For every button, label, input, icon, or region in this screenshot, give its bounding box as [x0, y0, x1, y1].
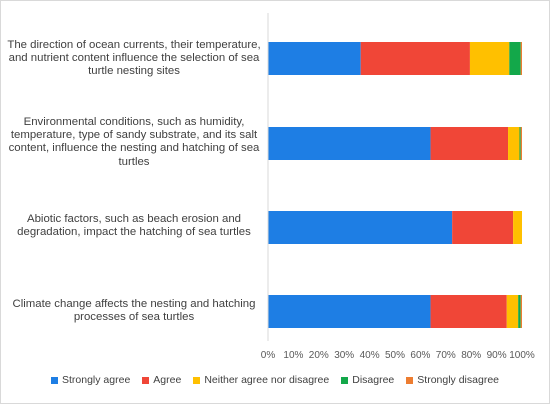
bar-segment-strongly-disagree-1: [520, 42, 522, 75]
category-label-3: Abiotic factors, such as beach erosion a…: [17, 213, 251, 239]
legend-label-neither: Neither agree nor disagree: [204, 374, 330, 386]
x-tick-label: 50%: [385, 350, 405, 361]
x-tick-label: 100%: [509, 350, 535, 361]
bar-segment-agree-2: [430, 127, 509, 160]
legend-swatch-agree: [142, 376, 150, 384]
x-tick-label: 60%: [410, 350, 430, 361]
legend-label-agree: Agree: [153, 374, 182, 386]
category-label-1: The direction of ocean currents, their t…: [7, 39, 261, 78]
legend-item-strongly-disagree: Strongly disagree: [406, 374, 499, 386]
bar-segment-strongly-agree-1: [268, 42, 361, 75]
bar-segment-strongly-agree-3: [268, 211, 453, 244]
legend-item-agree: Agree: [142, 374, 181, 386]
bar-segment-strongly-disagree-4: [520, 295, 522, 328]
category-label-2: Environmental conditions, such as humidi…: [8, 116, 260, 168]
x-tick-labels: 0% 10% 20% 30% 40% 50% 60% 70% 80% 90% 100%: [261, 350, 535, 361]
legend: Strongly agree Agree Neither agree nor d…: [1, 374, 549, 386]
x-tick-label: 20%: [309, 350, 329, 361]
bar-segment-strongly-disagree-2: [520, 127, 522, 160]
bar-segment-agree-1: [360, 42, 470, 75]
x-tick-label: 10%: [283, 350, 303, 361]
bar-segment-neither-agree-nor-disagree-3: [513, 211, 522, 244]
x-tick-label: 40%: [360, 350, 380, 361]
legend-label-strongly-agree: Strongly agree: [62, 374, 131, 386]
legend-item-neither: Neither agree nor disagree: [193, 374, 329, 386]
bar-segment-disagree-2: [519, 127, 521, 160]
legend-label-disagree: Disagree: [352, 374, 395, 386]
x-tick-label: 90%: [487, 350, 507, 361]
bar-segment-neither-agree-nor-disagree-2: [508, 127, 520, 160]
bars-group: [268, 42, 522, 328]
bar-segment-strongly-agree-2: [268, 127, 431, 160]
x-tick-label: 70%: [436, 350, 456, 361]
category-label-4: Climate change affects the nesting and h…: [12, 298, 256, 324]
legend-item-disagree: Disagree: [341, 374, 394, 386]
x-tick-label: 0%: [261, 350, 276, 361]
bar-segment-strongly-agree-4: [268, 295, 431, 328]
legend-swatch-neither: [193, 376, 201, 384]
legend-swatch-disagree: [341, 376, 349, 384]
bar-segment-disagree-1: [509, 42, 521, 75]
x-tick-label: 30%: [334, 350, 354, 361]
legend-label-strongly-disagree: Strongly disagree: [417, 374, 499, 386]
bar-segment-neither-agree-nor-disagree-4: [506, 295, 519, 328]
bar-segment-agree-4: [430, 295, 507, 328]
bar-segment-disagree-4: [518, 295, 521, 328]
legend-item-strongly-agree: Strongly agree: [51, 374, 130, 386]
x-tick-label: 80%: [461, 350, 481, 361]
legend-swatch-strongly-agree: [51, 376, 58, 384]
bar-segment-neither-agree-nor-disagree-1: [469, 42, 510, 75]
legend-swatch-strongly-disagree: [406, 376, 414, 384]
bar-segment-agree-3: [452, 211, 514, 244]
